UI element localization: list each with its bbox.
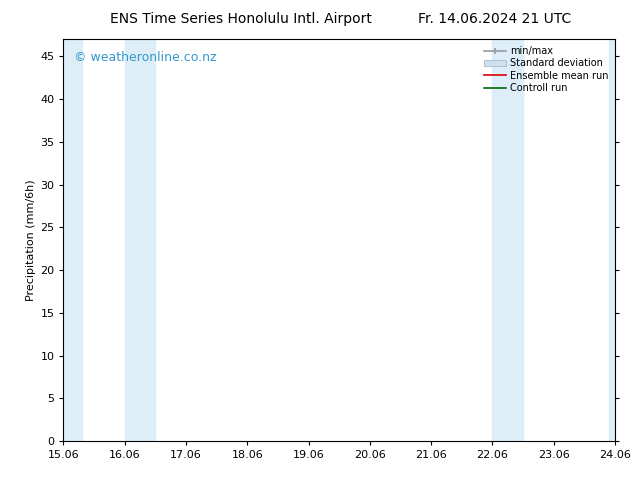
Legend: min/max, Standard deviation, Ensemble mean run, Controll run: min/max, Standard deviation, Ensemble me… (482, 44, 610, 95)
Y-axis label: Precipitation (mm/6h): Precipitation (mm/6h) (26, 179, 36, 301)
Text: Fr. 14.06.2024 21 UTC: Fr. 14.06.2024 21 UTC (418, 12, 571, 26)
Bar (493, 39, 523, 441)
Text: ENS Time Series Honolulu Intl. Airport: ENS Time Series Honolulu Intl. Airport (110, 12, 372, 26)
Bar (125, 39, 155, 441)
Bar (63, 39, 82, 441)
Text: © weatheronline.co.nz: © weatheronline.co.nz (74, 51, 217, 64)
Bar (609, 39, 634, 441)
